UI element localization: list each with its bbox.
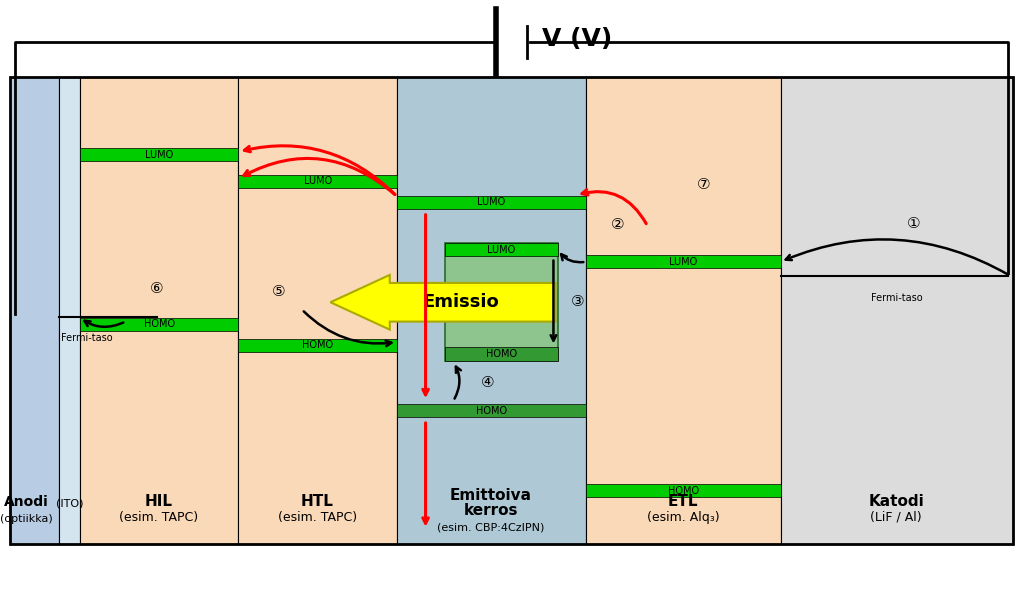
Text: HOMO: HOMO (486, 349, 517, 359)
Text: Emissio: Emissio (421, 293, 499, 311)
Text: ⑦: ⑦ (697, 177, 711, 192)
Text: ⑥: ⑥ (149, 281, 164, 296)
Text: Fermi-taso: Fermi-taso (61, 333, 113, 343)
Bar (397, 404, 586, 417)
Text: ②: ② (611, 217, 625, 233)
Bar (238, 77, 397, 544)
Text: Emittoiva: Emittoiva (450, 488, 532, 503)
Text: LUMO: LUMO (669, 257, 698, 267)
Text: (LiF / Al): (LiF / Al) (871, 511, 922, 524)
Bar (781, 77, 1013, 544)
Text: HOMO: HOMO (302, 340, 333, 350)
Text: ETL: ETL (668, 494, 699, 509)
Bar (238, 339, 397, 352)
Bar (238, 175, 397, 188)
Text: (esim. TAPC): (esim. TAPC) (277, 511, 357, 524)
Text: (esim. TAPC): (esim. TAPC) (119, 511, 198, 524)
Text: (ITO): (ITO) (56, 499, 83, 509)
Bar (586, 484, 781, 497)
Text: ⑤: ⑤ (271, 284, 285, 299)
Text: HOMO: HOMO (143, 320, 175, 329)
Bar (397, 77, 586, 544)
Text: (esim. Alq₃): (esim. Alq₃) (648, 511, 719, 524)
Bar (397, 196, 586, 209)
Bar (10, 77, 1013, 544)
Bar (80, 77, 238, 544)
Bar (80, 148, 238, 161)
Text: LUMO: LUMO (145, 150, 173, 159)
FancyArrow shape (330, 275, 555, 330)
Text: LUMO: LUMO (304, 177, 331, 186)
Bar (445, 347, 558, 361)
Bar (445, 243, 558, 256)
Text: ④: ④ (481, 375, 495, 390)
Text: ③: ③ (571, 295, 585, 309)
Text: (esim. CBP:4CzIPN): (esim. CBP:4CzIPN) (438, 522, 544, 533)
Text: LUMO: LUMO (487, 245, 516, 255)
Text: Anodi: Anodi (4, 494, 49, 509)
Text: V (V): V (V) (542, 27, 613, 51)
Bar (80, 318, 238, 331)
Text: HOMO: HOMO (668, 486, 699, 496)
Bar (586, 77, 781, 544)
Text: Katodi: Katodi (869, 494, 924, 509)
Text: LUMO: LUMO (478, 198, 505, 207)
Bar (586, 255, 781, 268)
Text: HTL: HTL (301, 494, 333, 509)
Text: (optiikka): (optiikka) (0, 513, 53, 524)
Text: HOMO: HOMO (476, 406, 507, 415)
Text: HIL: HIL (144, 494, 173, 509)
Text: Fermi-taso: Fermi-taso (871, 293, 923, 303)
Text: kerros: kerros (463, 503, 519, 518)
Text: ①: ① (906, 215, 921, 231)
Bar (10, 77, 59, 544)
Bar (445, 243, 558, 361)
Bar (59, 77, 80, 544)
